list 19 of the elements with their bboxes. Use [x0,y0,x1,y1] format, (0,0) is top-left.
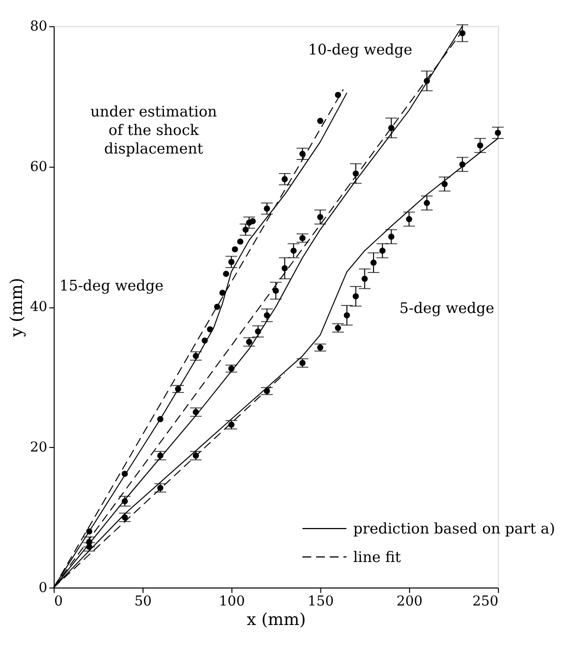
y-tick-label: 80 [30,18,48,35]
y-tick-label: 20 [30,440,48,456]
y-tick-label: 40 [30,299,48,316]
annotation: 5-deg wedge [399,300,494,317]
x-axis-title: x (mm) [246,610,306,630]
annotation: 10-deg wedge [308,42,412,59]
x-tick-label: 100 [218,594,245,610]
y-tick-label: 60 [30,158,48,175]
x-tick-label: 50 [134,594,152,610]
legend-label: line fit [353,548,402,566]
y-tick-label: 0 [38,580,48,596]
annotation: 15-deg wedge [59,278,164,294]
x-tick-label: 200 [396,594,423,610]
y-axis-title: y (mm) [7,278,26,338]
legend-label: prediction based on part a) [353,520,556,538]
x-tick-label: 0 [54,594,63,610]
annotation: under estimation of the shock displacement [90,103,218,158]
x-tick-label: 250 [472,594,498,610]
x-tick-label: 150 [308,594,334,610]
